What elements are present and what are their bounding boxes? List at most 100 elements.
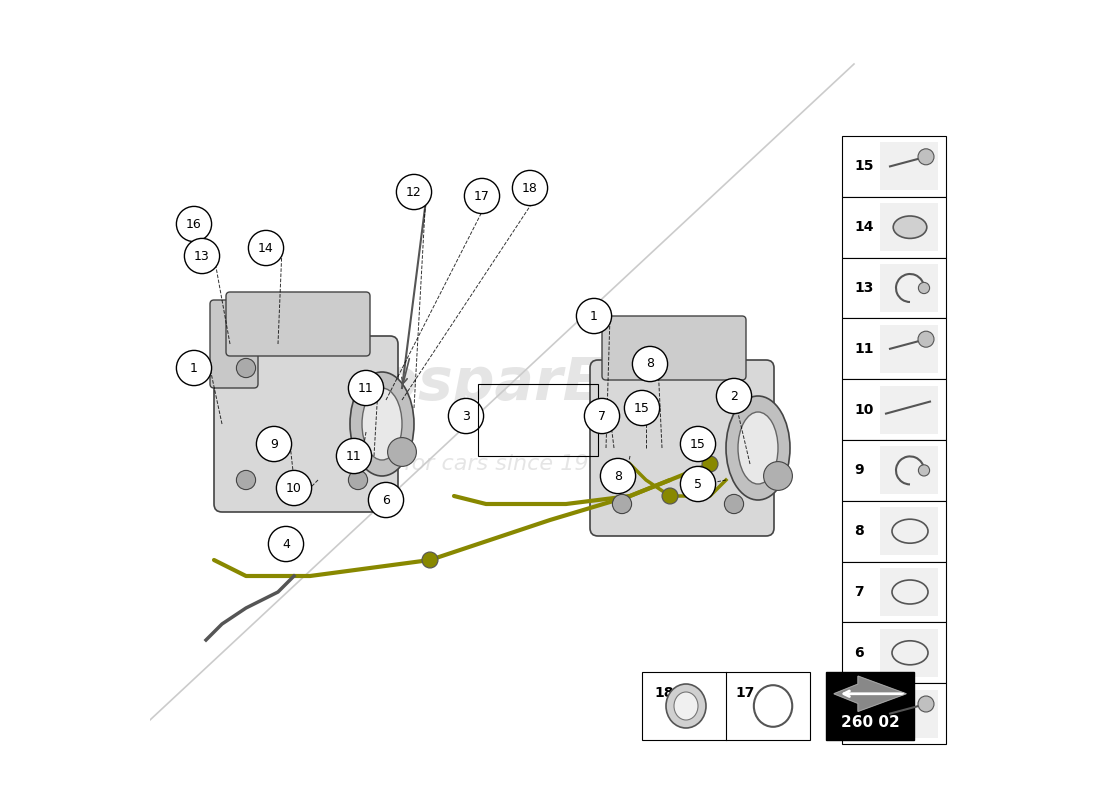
Text: 11: 11	[346, 450, 362, 462]
Circle shape	[176, 206, 211, 242]
Text: 260 02: 260 02	[840, 715, 900, 730]
Bar	[880, 142, 938, 190]
Circle shape	[918, 465, 930, 476]
Bar	[826, 672, 914, 740]
Circle shape	[276, 470, 311, 506]
Circle shape	[513, 170, 548, 206]
Bar	[842, 622, 946, 683]
Text: 1: 1	[590, 310, 598, 322]
Circle shape	[249, 230, 284, 266]
Text: 6: 6	[382, 494, 389, 506]
Circle shape	[337, 438, 372, 474]
Text: 2: 2	[730, 390, 738, 402]
Circle shape	[268, 526, 304, 562]
Circle shape	[725, 494, 744, 514]
Text: 15: 15	[634, 402, 650, 414]
Ellipse shape	[893, 216, 927, 238]
Text: 16: 16	[186, 218, 202, 230]
Text: 13: 13	[854, 281, 873, 295]
Bar	[842, 258, 946, 318]
Text: 15: 15	[690, 438, 706, 450]
Circle shape	[601, 458, 636, 494]
Circle shape	[396, 174, 431, 210]
Text: 1: 1	[190, 362, 198, 374]
Text: 17: 17	[736, 686, 755, 701]
Bar	[842, 501, 946, 562]
Circle shape	[632, 346, 668, 382]
Circle shape	[613, 494, 631, 514]
Text: 18: 18	[522, 182, 538, 194]
Bar	[478, 384, 598, 456]
Bar	[842, 683, 946, 744]
Circle shape	[702, 456, 718, 472]
Circle shape	[918, 149, 934, 165]
Circle shape	[584, 398, 619, 434]
Text: eurosparEs: eurosparEs	[270, 355, 639, 413]
Circle shape	[681, 466, 716, 502]
Circle shape	[449, 398, 484, 434]
Bar	[880, 690, 938, 738]
Bar	[880, 446, 938, 494]
Bar	[842, 197, 946, 258]
Circle shape	[918, 282, 930, 294]
FancyBboxPatch shape	[602, 316, 746, 380]
Ellipse shape	[738, 412, 778, 484]
Text: 3: 3	[462, 410, 470, 422]
Circle shape	[368, 482, 404, 518]
Text: 8: 8	[646, 358, 654, 370]
FancyBboxPatch shape	[214, 336, 398, 512]
Text: 6: 6	[854, 646, 864, 660]
Ellipse shape	[726, 396, 790, 500]
Text: 17: 17	[474, 190, 490, 202]
Bar	[842, 562, 946, 622]
Circle shape	[185, 238, 220, 274]
Circle shape	[763, 462, 792, 490]
Circle shape	[349, 370, 384, 406]
Text: 15: 15	[854, 159, 873, 174]
Text: 7: 7	[854, 585, 864, 599]
Circle shape	[464, 178, 499, 214]
Text: 10: 10	[286, 482, 301, 494]
Ellipse shape	[674, 692, 698, 720]
Circle shape	[256, 426, 292, 462]
Text: 9: 9	[271, 438, 278, 450]
Text: 5: 5	[854, 706, 864, 721]
Ellipse shape	[362, 388, 402, 460]
Text: 13: 13	[194, 250, 210, 262]
FancyBboxPatch shape	[590, 360, 774, 536]
Bar	[880, 568, 938, 616]
Ellipse shape	[350, 372, 414, 476]
Text: 11: 11	[854, 342, 873, 356]
Circle shape	[236, 470, 255, 490]
Circle shape	[918, 696, 934, 712]
Bar	[842, 379, 946, 440]
Circle shape	[918, 331, 934, 347]
Text: 7: 7	[598, 410, 606, 422]
Circle shape	[422, 552, 438, 568]
Bar	[842, 440, 946, 501]
Text: 18: 18	[654, 686, 673, 701]
Circle shape	[387, 438, 417, 466]
Circle shape	[576, 298, 612, 334]
Text: 11: 11	[359, 382, 374, 394]
Bar	[880, 629, 938, 677]
Bar	[880, 203, 938, 251]
Circle shape	[625, 390, 660, 426]
Text: 8: 8	[614, 470, 622, 482]
Text: 10: 10	[854, 402, 873, 417]
Bar	[642, 672, 810, 740]
Circle shape	[349, 470, 367, 490]
Bar	[842, 318, 946, 379]
Bar	[880, 507, 938, 555]
Text: a passion for cars since 1985: a passion for cars since 1985	[292, 454, 617, 474]
Circle shape	[716, 378, 751, 414]
Text: 5: 5	[694, 478, 702, 490]
Text: 14: 14	[258, 242, 274, 254]
Text: 8: 8	[854, 524, 864, 538]
Text: 12: 12	[406, 186, 422, 198]
Ellipse shape	[666, 684, 706, 728]
Text: 4: 4	[282, 538, 290, 550]
Polygon shape	[834, 676, 906, 711]
Text: 9: 9	[854, 463, 864, 478]
FancyBboxPatch shape	[226, 292, 370, 356]
